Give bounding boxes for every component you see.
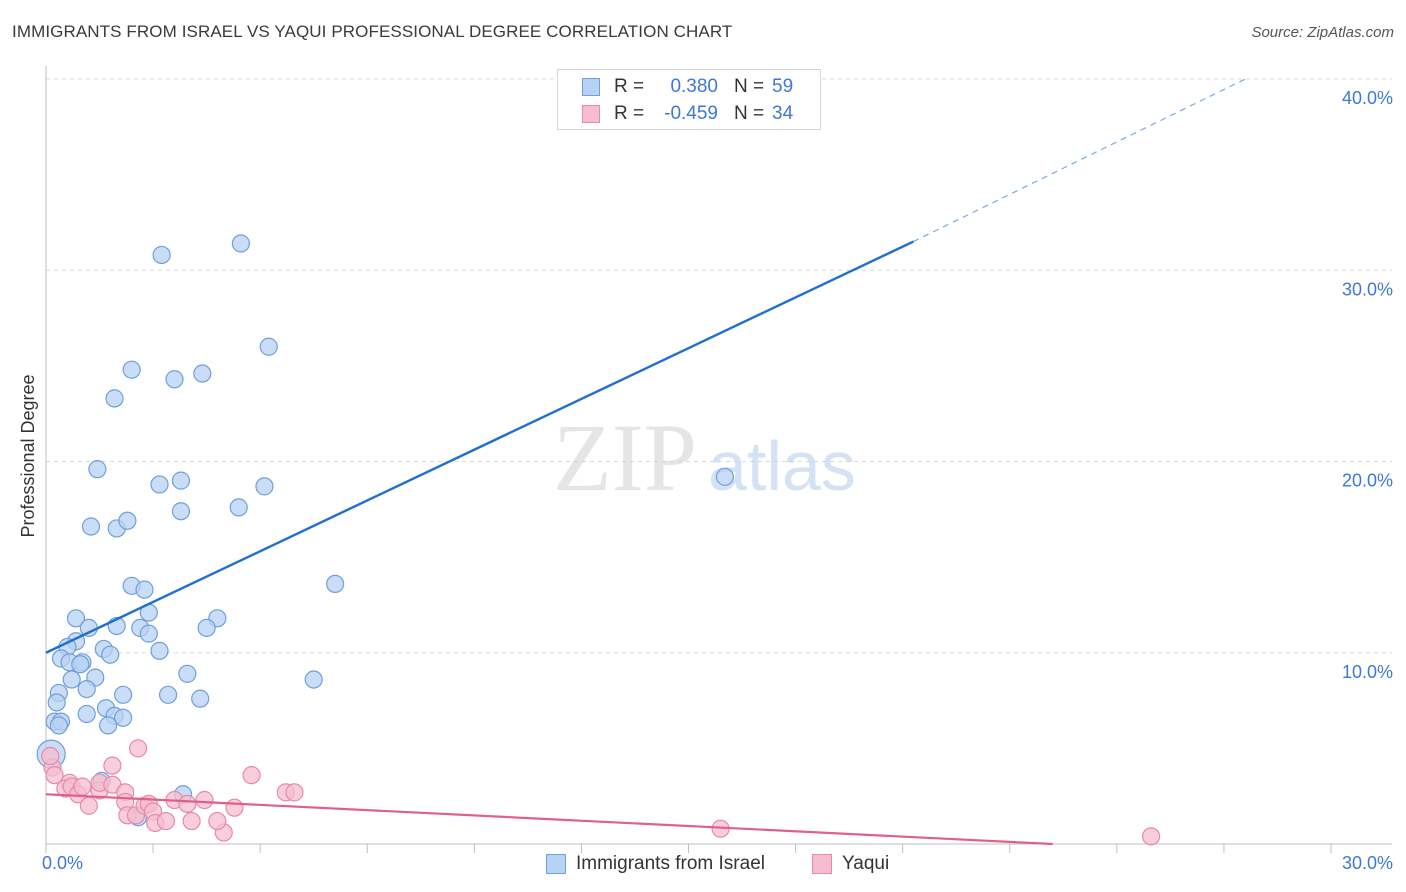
yaqui-point bbox=[225, 798, 244, 817]
israel-point bbox=[304, 670, 323, 689]
legend-row-yaqui: R = -0.459 N = 34 bbox=[558, 100, 822, 128]
legend-r-label: R = bbox=[614, 76, 645, 97]
israel-point bbox=[231, 234, 250, 253]
tick-labels: 10.0% 20.0% 30.0% 40.0% 0.0% 30.0% bbox=[42, 88, 1393, 873]
israel-point bbox=[193, 364, 212, 383]
israel-point bbox=[197, 618, 216, 637]
israel-point bbox=[77, 679, 96, 699]
israel-point bbox=[171, 471, 191, 490]
legend-swatch-israel bbox=[582, 78, 600, 96]
israel-point bbox=[62, 670, 81, 689]
legend-n-label: N = bbox=[734, 76, 765, 97]
yaqui-point bbox=[285, 783, 304, 802]
israel-trendline-extension bbox=[913, 78, 1246, 243]
israel-point bbox=[113, 708, 133, 727]
israel-trendline bbox=[45, 240, 914, 654]
points-layer bbox=[36, 234, 1161, 846]
axis-layer bbox=[45, 66, 1392, 853]
yaqui-point bbox=[208, 811, 227, 831]
legend-r-label: R = bbox=[614, 103, 645, 124]
yaqui-point bbox=[1141, 827, 1161, 846]
y-axis-label: Professional Degree bbox=[18, 374, 38, 537]
yaqui-point bbox=[41, 746, 60, 766]
yaqui-point bbox=[195, 790, 214, 810]
legend-swatch-yaqui bbox=[582, 105, 600, 123]
yaqui-point bbox=[103, 756, 122, 775]
legend-r-value: 0.380 bbox=[670, 76, 718, 97]
yaqui-point bbox=[73, 777, 92, 796]
legend-row-israel: R = 0.380 N = 59 bbox=[558, 73, 822, 101]
yaqui-point bbox=[182, 811, 201, 831]
israel-point bbox=[165, 370, 184, 389]
chart-title: IMMIGRANTS FROM ISRAEL VS YAQUI PROFESSI… bbox=[12, 22, 733, 41]
israel-point bbox=[259, 337, 278, 356]
y-tick-label: 40.0% bbox=[1342, 88, 1393, 108]
legend-n-label: N = bbox=[734, 103, 765, 124]
chart-source: Source: ZipAtlas.com bbox=[1251, 24, 1394, 41]
israel-point bbox=[150, 641, 169, 660]
yaqui-point bbox=[45, 766, 64, 785]
israel-point bbox=[326, 574, 345, 594]
israel-point bbox=[118, 511, 137, 530]
y-tick-label: 10.0% bbox=[1342, 662, 1393, 682]
israel-point bbox=[88, 460, 107, 479]
israel-point bbox=[122, 360, 141, 379]
israel-point bbox=[81, 517, 101, 536]
yaqui-point bbox=[242, 766, 261, 785]
israel-point bbox=[152, 245, 171, 265]
legend-label-israel: Immigrants from Israel bbox=[576, 853, 765, 874]
israel-point bbox=[79, 618, 98, 637]
israel-point bbox=[101, 645, 120, 664]
israel-point bbox=[171, 502, 191, 521]
israel-point bbox=[66, 609, 86, 628]
y-tick-label: 30.0% bbox=[1342, 279, 1393, 299]
legend-n-value: 59 bbox=[772, 76, 794, 97]
yaqui-point bbox=[79, 796, 98, 815]
watermark-atlas: atlas bbox=[708, 427, 856, 505]
israel-point bbox=[158, 685, 178, 704]
israel-point bbox=[71, 655, 90, 674]
grid-layer bbox=[46, 78, 1392, 654]
israel-point bbox=[715, 467, 735, 486]
israel-point bbox=[139, 624, 158, 643]
israel-point bbox=[99, 716, 118, 735]
legend-swatch-israel bbox=[546, 854, 566, 874]
israel-point bbox=[113, 685, 133, 704]
legend-stats: R = 0.380 N = 59 R = -0.459 N = 34 bbox=[557, 69, 821, 130]
israel-point bbox=[229, 498, 248, 517]
y-tick-label: 20.0% bbox=[1342, 471, 1393, 491]
israel-point bbox=[105, 389, 124, 408]
yaqui-trendline bbox=[45, 793, 1053, 846]
x-tick-label: 0.0% bbox=[42, 853, 83, 873]
legend-r-value: -0.459 bbox=[664, 103, 718, 124]
yaqui-point bbox=[156, 811, 176, 831]
israel-point bbox=[49, 716, 68, 735]
israel-point bbox=[135, 580, 154, 599]
israel-point bbox=[255, 477, 274, 496]
yaqui-point bbox=[178, 794, 197, 813]
legend-swatch-yaqui bbox=[812, 854, 832, 874]
trend-layer bbox=[45, 78, 1246, 846]
watermark-zip: ZIP bbox=[553, 404, 697, 511]
israel-point bbox=[47, 693, 66, 712]
israel-point bbox=[77, 704, 96, 724]
watermark: ZIP atlas bbox=[553, 404, 856, 511]
legend-label-yaqui: Yaqui bbox=[842, 853, 890, 874]
israel-point bbox=[191, 689, 210, 708]
x-tick-label: 30.0% bbox=[1342, 853, 1393, 873]
israel-point bbox=[150, 475, 169, 494]
legend-n-value: 34 bbox=[772, 103, 794, 124]
yaqui-point bbox=[128, 739, 148, 758]
israel-point bbox=[178, 664, 197, 683]
